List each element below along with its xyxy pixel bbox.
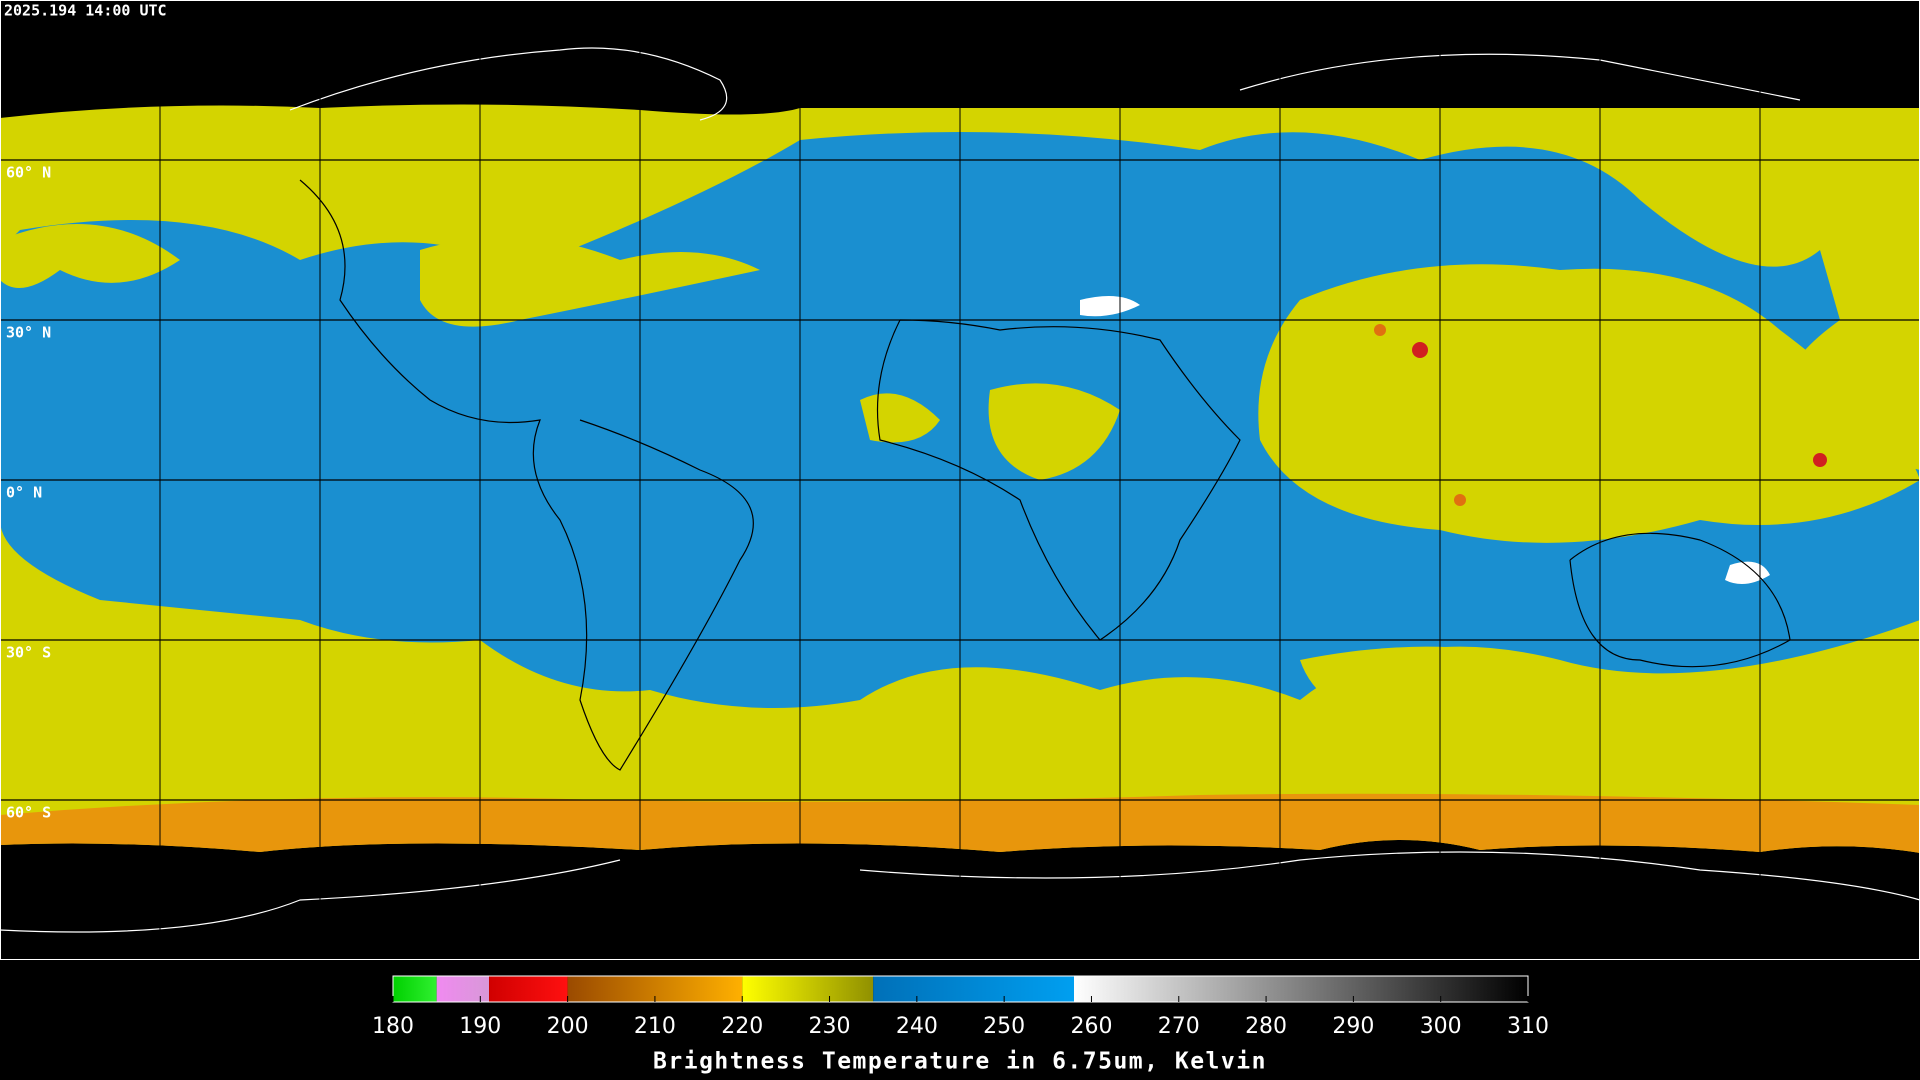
colorbar-tick-label: 300 — [1420, 1014, 1462, 1039]
colorbar-tick-label: 240 — [896, 1014, 938, 1039]
polar-coastlines — [0, 47, 1920, 933]
dry-region — [1725, 561, 1770, 584]
latitude-label: 60° S — [6, 804, 51, 822]
latitude-label: 30° S — [6, 644, 51, 662]
colorbar-tick-label: 230 — [809, 1014, 851, 1039]
colorbar-tick-label: 220 — [721, 1014, 763, 1039]
latitude-label: 30° N — [6, 324, 51, 342]
colorbar-segment — [393, 976, 437, 1002]
colorbar-tick-label: 260 — [1070, 1014, 1112, 1039]
colorbar-tick-label: 280 — [1245, 1014, 1287, 1039]
colorbar-segment — [1074, 976, 1528, 1002]
colorbar-segment — [873, 976, 1074, 1002]
coastline — [0, 851, 1920, 933]
colorbar-title: Brightness Temperature in 6.75um, Kelvin — [653, 1049, 1267, 1075]
colorbar-tick-label: 190 — [459, 1014, 501, 1039]
colorbar-tick-label: 200 — [547, 1014, 589, 1039]
cloud-yellow — [1300, 646, 1640, 732]
latitude-label: 60° N — [6, 164, 51, 182]
convection — [1412, 342, 1428, 358]
coastline — [299, 179, 754, 771]
colorbar-tick-label: 250 — [983, 1014, 1025, 1039]
cloud-yellow — [988, 383, 1120, 480]
colorbar-tick-label: 210 — [634, 1014, 676, 1039]
colorbar-tick-label: 180 — [372, 1014, 414, 1039]
cloud-yellow — [420, 237, 760, 327]
coastline — [289, 47, 1801, 121]
colorbar-segment — [489, 976, 568, 1002]
colorbar-segment — [436, 976, 490, 1002]
dry-region — [1080, 296, 1140, 317]
cloud-yellow — [0, 657, 420, 763]
convection — [1454, 494, 1466, 506]
convection — [1813, 453, 1827, 467]
colorbar-frame — [392, 975, 1529, 1003]
colorbar: 180 190 200 210 220 230 240 250 260 270 280 290 300 3… — [372, 975, 1549, 1039]
colorbar-segment — [742, 976, 874, 1002]
cloud-yellow — [1258, 264, 1920, 543]
convection — [1374, 324, 1386, 336]
timestamp: 2025.194 14:00 UTC — [4, 2, 167, 20]
latitude-label: 0° N — [6, 484, 42, 502]
colorbar-tick-label: 270 — [1158, 1014, 1200, 1039]
colorbar-tick-label: 310 — [1507, 1014, 1549, 1039]
colorbar-tick-label: 290 — [1332, 1014, 1374, 1039]
cloud-yellow — [860, 393, 940, 443]
coastline — [876, 319, 1241, 641]
cloud-yellow — [0, 224, 180, 288]
